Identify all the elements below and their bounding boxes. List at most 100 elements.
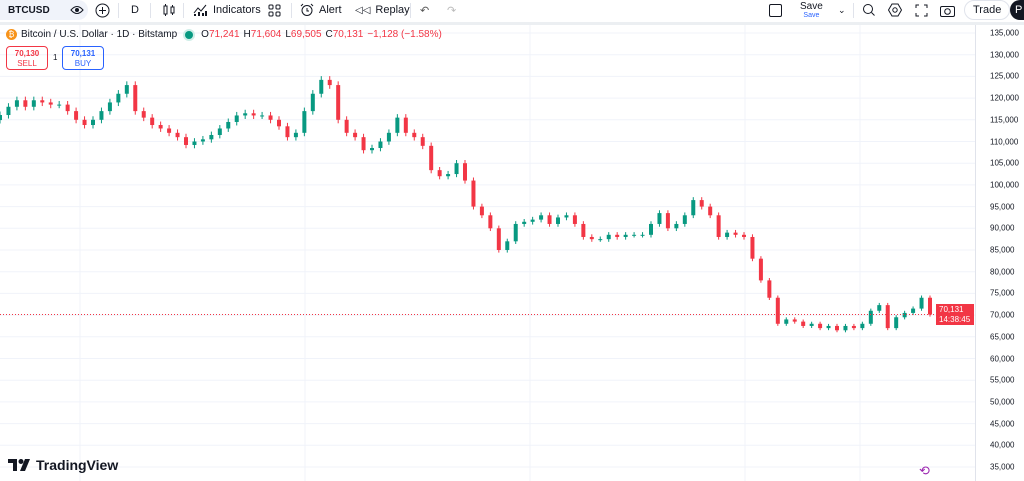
close-value: 70,131 <box>332 29 364 40</box>
add-symbol-icon[interactable] <box>95 0 110 20</box>
candle-body <box>547 215 552 224</box>
alert-button[interactable]: Alert <box>300 0 342 20</box>
replay-icon: ◁◁ <box>355 4 371 16</box>
last-price: 70,131 <box>939 304 964 314</box>
candle-body <box>488 215 493 229</box>
buy-button[interactable]: 70,131 BUY <box>62 46 104 70</box>
publish-button[interactable]: P <box>1010 0 1024 20</box>
price-tick: 115,000 <box>990 115 1019 125</box>
candle-body <box>167 128 172 133</box>
candle-body <box>775 297 780 324</box>
price-tick: 100,000 <box>990 180 1019 190</box>
candle-body <box>285 126 290 138</box>
candle-body <box>74 111 79 120</box>
candle-body <box>902 312 907 318</box>
candle-body <box>251 113 256 116</box>
price-tick: 120,000 <box>990 93 1019 103</box>
symbol-search[interactable]: BTCUSD <box>0 0 88 20</box>
candle-body <box>107 102 112 112</box>
candle-body <box>116 93 121 103</box>
sell-button[interactable]: 70,130 SELL <box>6 46 48 70</box>
candle-body <box>674 223 679 229</box>
bar-countdown: 14:38:45 <box>939 314 971 324</box>
save-sublabel: Save <box>803 11 820 19</box>
replay-button[interactable]: ◁◁ Replay <box>355 0 410 20</box>
candle-body <box>226 121 231 129</box>
candle-body <box>928 297 932 315</box>
price-chart[interactable] <box>0 25 975 481</box>
candle-body <box>784 319 789 324</box>
candle-body <box>361 137 366 151</box>
toolbar-divider <box>0 22 1024 25</box>
candle-body <box>801 321 806 326</box>
replay-sparkle-icon[interactable]: ⟲ <box>919 463 930 478</box>
candle-body <box>353 132 358 138</box>
candle-body <box>826 325 831 329</box>
candle-body <box>598 239 603 241</box>
indicators-button[interactable]: Indicators <box>193 0 261 20</box>
candle-body <box>505 241 510 250</box>
price-tick: 75,000 <box>990 288 1015 298</box>
price-tick: 95,000 <box>990 202 1015 212</box>
price-tick: 130,000 <box>990 50 1019 60</box>
trade-button[interactable]: Trade <box>964 0 1011 20</box>
candle-body <box>572 215 577 224</box>
save-button[interactable]: Save Save <box>800 0 823 20</box>
candle-body <box>150 117 155 126</box>
candle-body <box>877 305 882 311</box>
candle-body <box>708 206 713 216</box>
candle-body <box>293 132 298 138</box>
tradingview-logo[interactable]: TradingView <box>8 457 118 473</box>
candles-icon[interactable] <box>162 0 176 20</box>
candle-body <box>851 325 856 329</box>
templates-icon[interactable] <box>268 0 281 20</box>
candle-body <box>420 137 425 146</box>
camera-icon[interactable] <box>940 0 955 20</box>
candle-body <box>0 115 2 121</box>
top-toolbar: BTCUSD D Indicators Alert ◁◁ Replay ↶ ↷ S… <box>0 0 1024 22</box>
chevron-down-icon[interactable]: ⌄ <box>838 4 846 15</box>
candle-body <box>217 128 222 135</box>
undo-icon[interactable]: ↶ <box>420 4 430 17</box>
candle-body <box>911 308 916 313</box>
redo-icon[interactable]: ↷ <box>447 4 457 17</box>
candle-body <box>158 125 163 129</box>
price-tick: 80,000 <box>990 267 1015 277</box>
candle-body <box>99 111 104 120</box>
candle-body <box>14 100 19 107</box>
price-tick: 50,000 <box>990 397 1015 407</box>
sell-label: SELL <box>17 59 37 68</box>
price-tick: 125,000 <box>990 71 1019 81</box>
candle-body <box>429 145 434 171</box>
buy-label: BUY <box>74 59 92 68</box>
symbol-title[interactable]: Bitcoin / U.S. Dollar · 1D · Bitstamp <box>21 29 178 40</box>
candle-body <box>581 223 586 237</box>
candle-body <box>23 100 28 107</box>
price-axis[interactable]: 135,000 130,000 125,000 120,000 115,000 110,0… <box>975 25 1024 481</box>
candle-body <box>412 132 417 138</box>
fullscreen-icon[interactable] <box>915 0 928 20</box>
candle-body <box>479 206 484 216</box>
candle-body <box>319 79 324 94</box>
brand-name: TradingView <box>36 457 119 473</box>
candle-body <box>792 319 797 322</box>
candle-body <box>750 236 755 259</box>
high-label: H <box>243 29 251 40</box>
layout-icon[interactable] <box>769 0 782 20</box>
candle-body <box>463 163 467 181</box>
quick-search-icon[interactable] <box>862 0 876 20</box>
candle-body <box>327 79 332 86</box>
candle-body <box>370 148 374 151</box>
price-tick: 45,000 <box>990 419 1015 429</box>
interval-button[interactable]: D <box>131 0 139 20</box>
interval-label: D <box>131 4 139 16</box>
candle-body <box>589 236 594 240</box>
open-value: 71,241 <box>208 29 240 40</box>
candle-body <box>564 215 569 218</box>
high-value: 71,604 <box>250 29 282 40</box>
price-tick: 90,000 <box>990 223 1015 233</box>
eye-icon[interactable] <box>70 0 84 20</box>
settings-icon[interactable] <box>888 0 902 20</box>
candle-body <box>344 119 349 133</box>
candle-body <box>6 106 11 116</box>
